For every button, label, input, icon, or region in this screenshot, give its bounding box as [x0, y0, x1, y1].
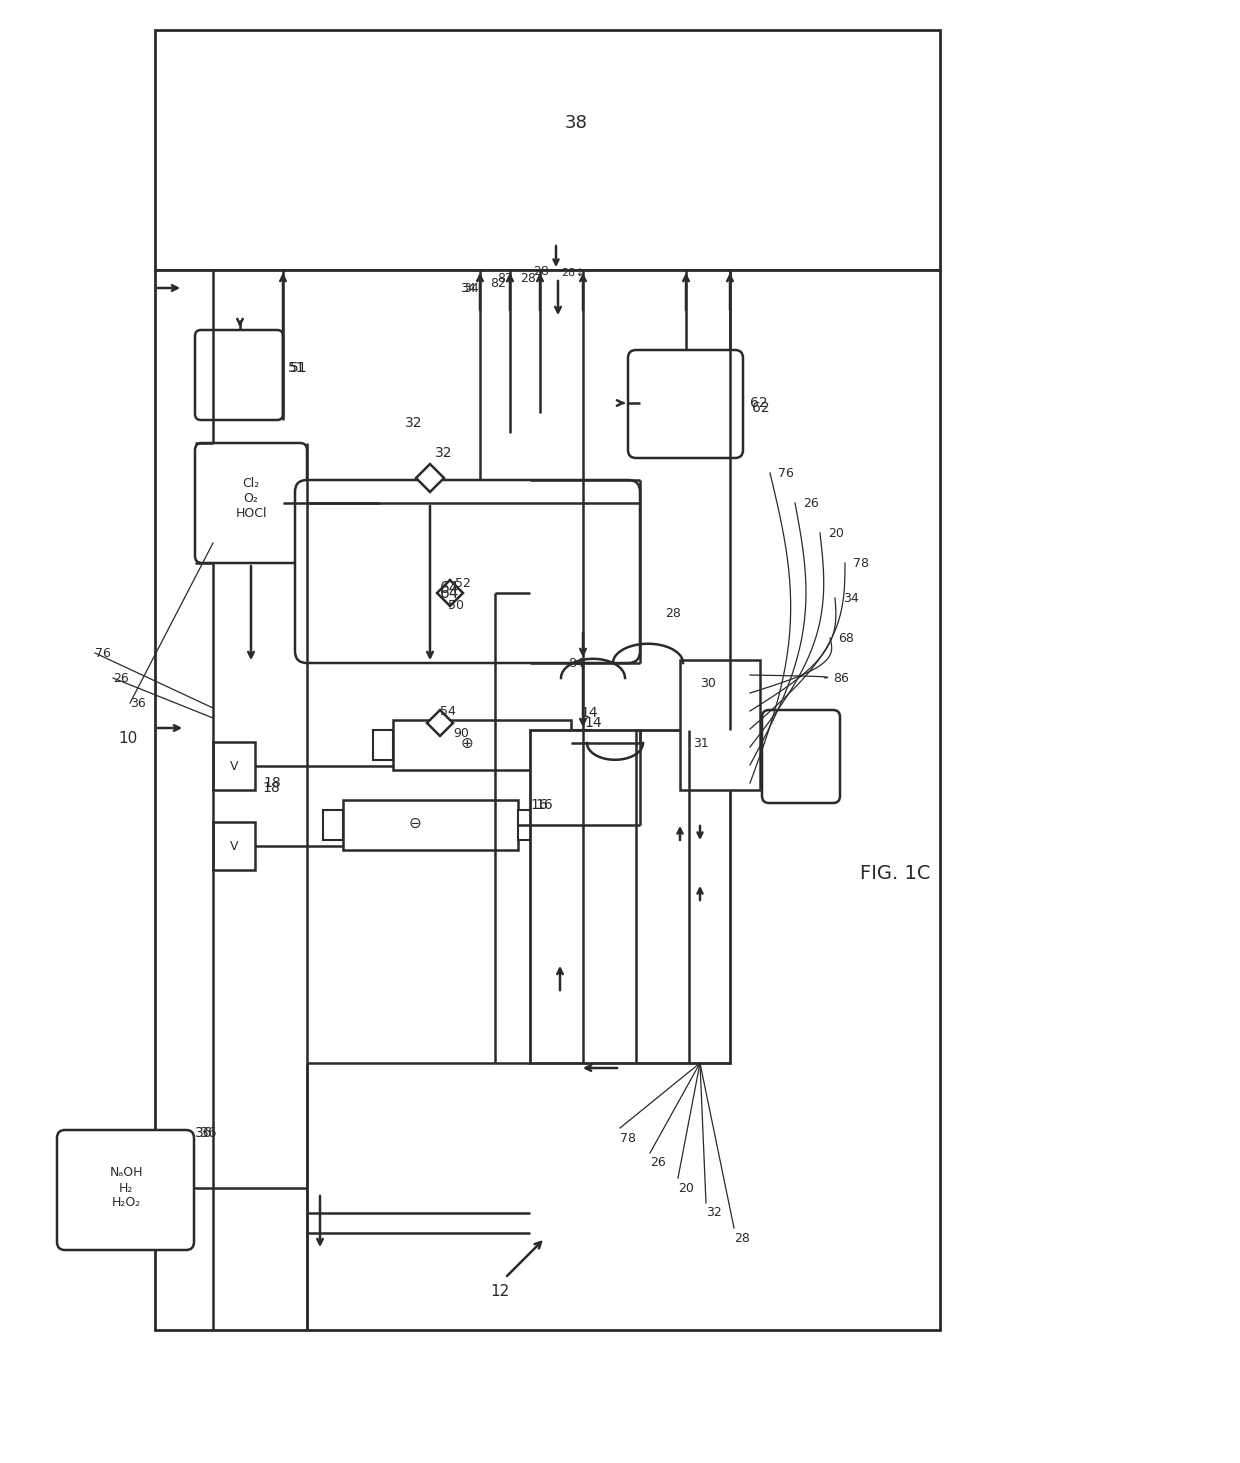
FancyBboxPatch shape: [763, 710, 839, 803]
Text: 86: 86: [833, 672, 849, 685]
Text: 34: 34: [843, 591, 859, 604]
Bar: [518, 811, 538, 840]
Bar: [393, 720, 570, 770]
Text: 32: 32: [435, 446, 453, 459]
Text: 76: 76: [777, 467, 794, 480]
Text: 51: 51: [290, 361, 308, 375]
Text: V: V: [229, 840, 238, 853]
Bar: [343, 800, 518, 850]
Text: 26: 26: [113, 672, 129, 685]
Bar: [213, 822, 255, 870]
Bar: [213, 742, 255, 790]
Text: 20: 20: [828, 527, 844, 540]
Bar: [155, 31, 940, 271]
Text: 16: 16: [534, 797, 553, 812]
Text: 36: 36: [200, 1127, 218, 1140]
Bar: [155, 271, 940, 1330]
Text: 32: 32: [706, 1207, 722, 1220]
Text: 64: 64: [440, 585, 459, 600]
Text: 36: 36: [130, 696, 146, 710]
Text: 68: 68: [838, 632, 854, 645]
Text: 31: 31: [693, 736, 709, 749]
Bar: [680, 660, 760, 790]
FancyBboxPatch shape: [57, 1129, 193, 1249]
Text: 10: 10: [118, 730, 138, 746]
Text: 52: 52: [455, 576, 471, 590]
Text: 38: 38: [565, 114, 588, 132]
Text: 30: 30: [701, 676, 715, 689]
Text: 62: 62: [751, 401, 770, 415]
Text: 90: 90: [453, 727, 469, 739]
Text: 82: 82: [490, 277, 506, 290]
Text: $\oplus$: $\oplus$: [460, 736, 474, 751]
Polygon shape: [415, 464, 444, 492]
Text: 28: 28: [533, 265, 549, 278]
Text: 26: 26: [804, 496, 818, 509]
Text: 78: 78: [620, 1131, 636, 1144]
Polygon shape: [427, 710, 453, 736]
Text: 28↓: 28↓: [560, 268, 584, 278]
Text: 76: 76: [95, 647, 110, 660]
Text: 54: 54: [440, 705, 456, 717]
Text: 62: 62: [750, 396, 768, 410]
Text: 12: 12: [490, 1283, 510, 1299]
Text: Cl₂
O₂
HOCl: Cl₂ O₂ HOCl: [236, 477, 267, 519]
Text: 64: 64: [440, 581, 459, 595]
Text: 18: 18: [262, 781, 280, 794]
FancyBboxPatch shape: [295, 480, 640, 663]
Text: 84: 84: [568, 657, 584, 670]
FancyBboxPatch shape: [195, 443, 308, 563]
Text: 26: 26: [650, 1156, 666, 1169]
Text: 28: 28: [665, 607, 681, 619]
Text: 78: 78: [853, 556, 869, 569]
FancyBboxPatch shape: [195, 331, 283, 420]
Text: 82: 82: [497, 272, 513, 284]
Text: 18: 18: [263, 775, 280, 790]
Text: 14: 14: [580, 707, 598, 720]
Text: 20: 20: [678, 1182, 694, 1194]
Text: 28: 28: [520, 272, 536, 284]
Text: 28: 28: [734, 1232, 750, 1245]
Text: 34: 34: [463, 281, 479, 294]
Text: 36: 36: [195, 1127, 212, 1140]
Text: NₐOH
H₂
H₂O₂: NₐOH H₂ H₂O₂: [109, 1166, 143, 1210]
Bar: [570, 730, 591, 759]
Text: 50: 50: [448, 598, 464, 612]
Text: $\ominus$: $\ominus$: [408, 815, 422, 831]
Bar: [529, 730, 730, 1064]
Text: 32: 32: [405, 415, 423, 430]
Text: FIG. 1C: FIG. 1C: [861, 863, 930, 882]
Text: V: V: [229, 759, 238, 772]
Text: 34: 34: [460, 281, 476, 294]
Text: 51: 51: [288, 361, 305, 375]
Polygon shape: [436, 579, 463, 606]
Bar: [322, 811, 343, 840]
Text: 14: 14: [584, 715, 601, 730]
Bar: [373, 730, 393, 759]
FancyBboxPatch shape: [627, 350, 743, 458]
Text: 16: 16: [529, 797, 548, 812]
